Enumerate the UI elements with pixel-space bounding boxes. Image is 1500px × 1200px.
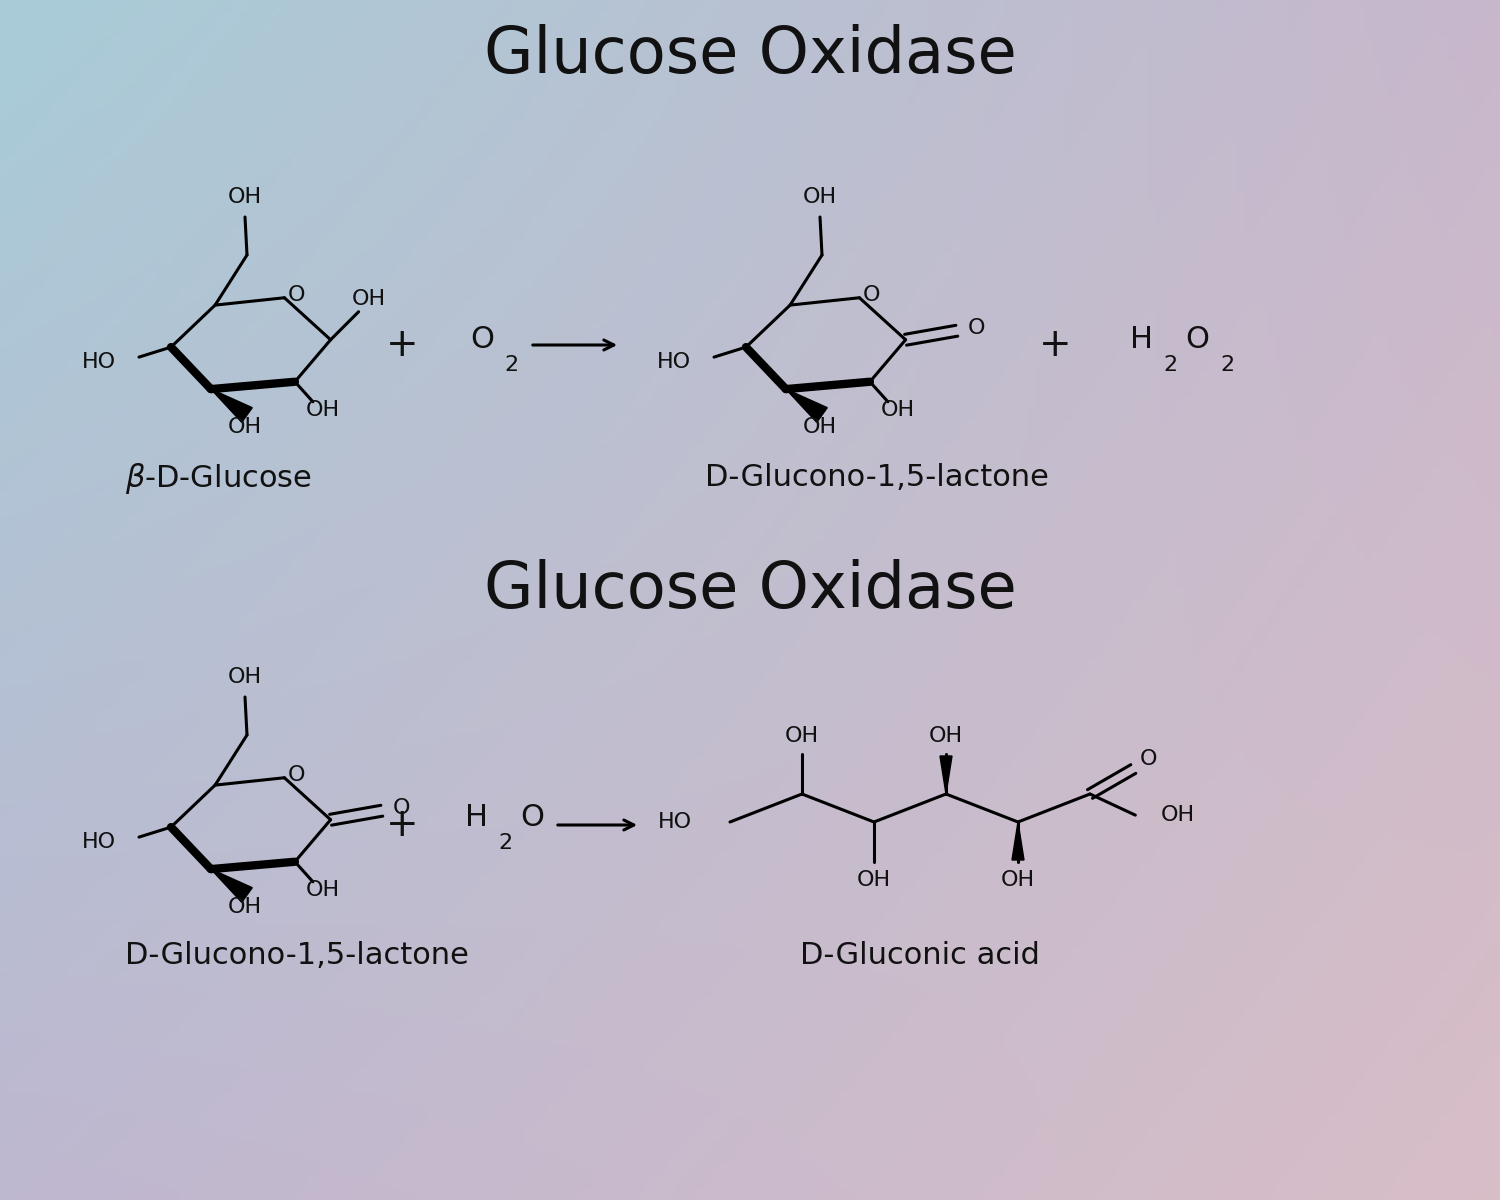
Text: D-Gluconic acid: D-Gluconic acid xyxy=(800,941,1040,970)
Text: OH: OH xyxy=(784,726,819,746)
Text: OH: OH xyxy=(351,289,386,308)
Text: OH: OH xyxy=(928,726,963,746)
Polygon shape xyxy=(1013,822,1025,860)
Text: D-Glucono-1,5-lactone: D-Glucono-1,5-lactone xyxy=(705,463,1048,492)
Text: O: O xyxy=(393,798,411,817)
Text: HO: HO xyxy=(82,832,116,852)
Text: O: O xyxy=(288,764,304,785)
Polygon shape xyxy=(211,869,252,902)
Polygon shape xyxy=(211,389,252,422)
Text: O: O xyxy=(1140,749,1156,769)
Text: OH: OH xyxy=(802,187,837,206)
Text: OH: OH xyxy=(228,416,262,437)
Text: HO: HO xyxy=(82,352,116,372)
Text: OH: OH xyxy=(228,898,262,917)
Text: +: + xyxy=(386,326,418,364)
Text: HO: HO xyxy=(658,812,692,832)
Text: H: H xyxy=(1130,325,1154,354)
Text: 2: 2 xyxy=(1220,355,1234,374)
Text: O: O xyxy=(1185,325,1209,354)
Text: O: O xyxy=(288,284,304,305)
Text: OH: OH xyxy=(228,667,262,686)
Text: Glucose Oxidase: Glucose Oxidase xyxy=(483,559,1017,622)
Text: OH: OH xyxy=(1161,805,1194,826)
Text: 2: 2 xyxy=(1162,355,1178,374)
Text: $\beta$-D-Glucose: $\beta$-D-Glucose xyxy=(124,461,312,496)
Text: 2: 2 xyxy=(498,833,512,853)
Text: OH: OH xyxy=(306,880,340,900)
Text: O: O xyxy=(470,325,494,354)
Text: O: O xyxy=(520,804,544,833)
Text: Glucose Oxidase: Glucose Oxidase xyxy=(483,24,1017,86)
Text: H: H xyxy=(465,804,488,833)
Text: O: O xyxy=(968,318,986,337)
Text: OH: OH xyxy=(802,416,837,437)
Polygon shape xyxy=(786,389,826,422)
Text: +: + xyxy=(386,806,418,844)
Text: OH: OH xyxy=(228,187,262,206)
Text: OH: OH xyxy=(856,870,891,890)
Text: OH: OH xyxy=(1000,870,1035,890)
Text: 2: 2 xyxy=(504,355,518,374)
Text: HO: HO xyxy=(657,352,692,372)
Text: O: O xyxy=(862,284,880,305)
Text: OH: OH xyxy=(306,400,340,420)
Text: +: + xyxy=(1038,326,1071,364)
Polygon shape xyxy=(940,756,952,794)
Text: OH: OH xyxy=(880,400,915,420)
Text: D-Glucono-1,5-lactone: D-Glucono-1,5-lactone xyxy=(124,941,470,970)
